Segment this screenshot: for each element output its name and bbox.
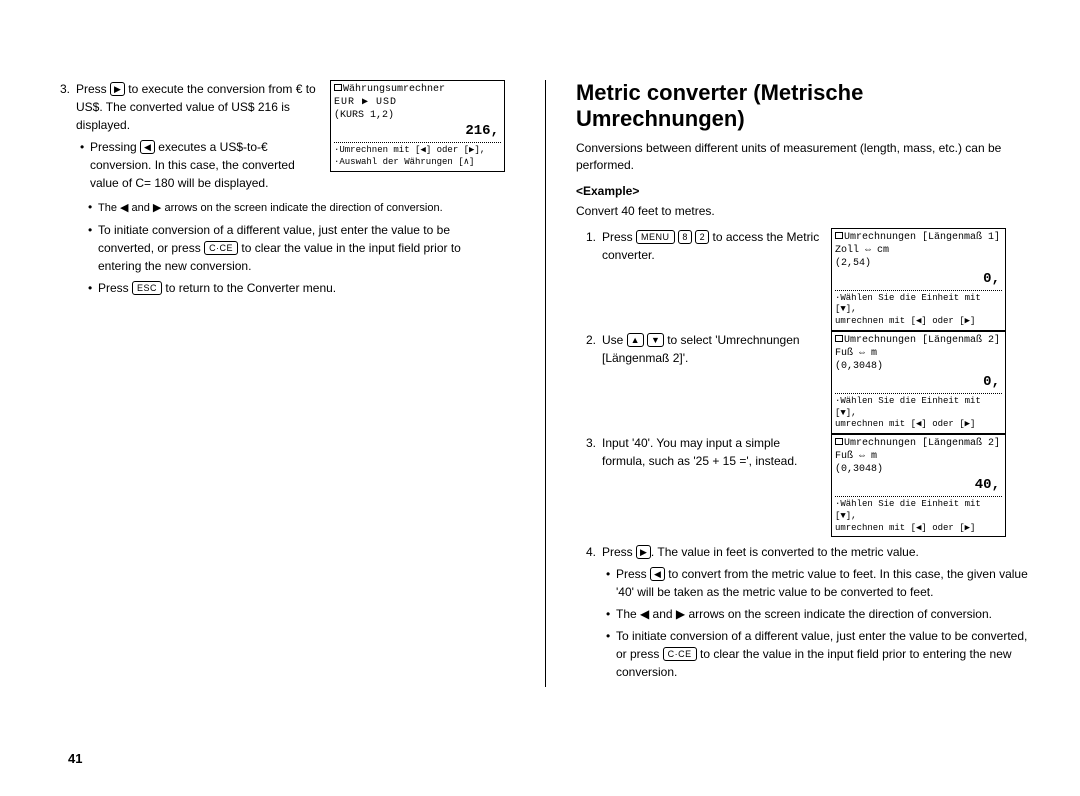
cce-key: C·CE: [663, 647, 697, 661]
section-heading: Metric converter (Metrische Umrechnungen…: [576, 80, 1030, 132]
menu-key: MENU: [636, 230, 675, 244]
example-label: <Example>: [576, 184, 1030, 198]
example-text: Convert 40 feet to metres.: [576, 204, 1030, 218]
key-8: 8: [678, 230, 692, 244]
page-number: 41: [68, 751, 82, 766]
bullet: To initiate conversion of a different va…: [606, 627, 1030, 681]
step-3: 3. Input '40'. You may input a simple fo…: [590, 434, 823, 470]
bullet: Pressing ◀ executes a US$-to-€ conversio…: [80, 138, 320, 192]
esc-key: ESC: [132, 281, 162, 295]
intro-text: Conversions between different units of m…: [576, 140, 1030, 174]
left-arrow-key: ◀: [140, 140, 155, 154]
metric-screen-1: Umrechnungen [Längenmaß 1] Zoll ⇔ cm (2,…: [831, 228, 1006, 331]
bullet: To initiate conversion of a different va…: [88, 221, 505, 275]
bullet: The ◀ and ▶ arrows on the screen indicat…: [88, 198, 505, 217]
cce-key: C·CE: [204, 241, 238, 255]
left-column: Währungsumrechner EUR ▶ USD (KURS 1,2) 2…: [50, 80, 505, 687]
metric-screen-2: Umrechnungen [Längenmaß 2] Fuß ⇔ m (0,30…: [831, 331, 1006, 434]
bullet: The ◀ and ▶ arrows on the screen indicat…: [606, 605, 1030, 623]
step-4: 4. Press ▶. The value in feet is convert…: [590, 543, 1030, 681]
bullet: Press ◀ to convert from the metric value…: [606, 565, 1030, 601]
down-key: ▼: [647, 333, 664, 347]
right-arrow-key: ▶: [110, 82, 125, 96]
key-2: 2: [695, 230, 709, 244]
bullet: Press ESC to return to the Converter men…: [88, 279, 505, 297]
step-3: 3. Press ▶ to execute the conversion fro…: [64, 80, 505, 192]
metric-screen-3: Umrechnungen [Längenmaß 2] Fuß ⇔ m (0,30…: [831, 434, 1006, 537]
right-column: Metric converter (Metrische Umrechnungen…: [545, 80, 1030, 687]
step-1: 1. Press MENU 8 2 to access the Metric c…: [590, 228, 823, 264]
up-key: ▲: [627, 333, 644, 347]
right-arrow-key: ▶: [636, 545, 651, 559]
left-arrow-key: ◀: [650, 567, 665, 581]
step-2: 2. Use ▲ ▼ to select 'Umrechnungen [Läng…: [590, 331, 823, 367]
